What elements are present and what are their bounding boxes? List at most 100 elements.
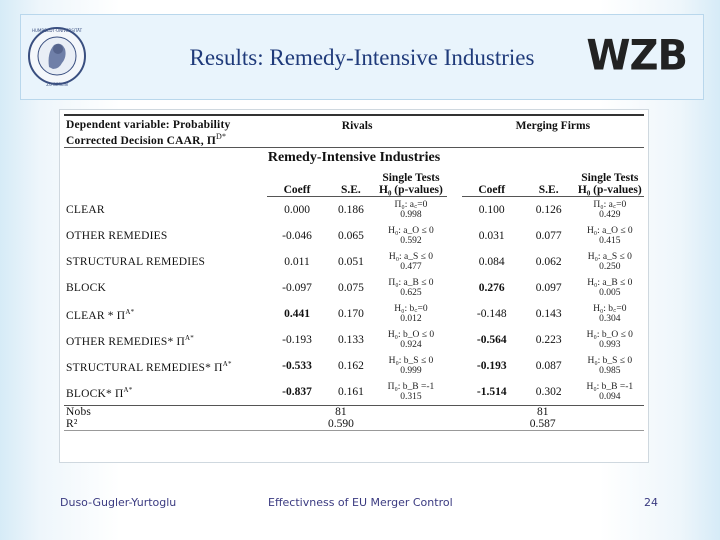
merging-test-hypothesis: H₀: a_O ≤ 0 [586, 225, 633, 236]
rivals-test-hypothesis: Π₀: a꜀=0 [394, 199, 428, 210]
row-label-text: BLOCK* Π [66, 387, 124, 400]
merging-test-pvalue: 0.985 [599, 365, 621, 376]
rivals-test: H₀: a_O ≤ 0 0.592 [375, 223, 448, 249]
table-header-row: Dependent variable: Probability Correcte… [64, 113, 644, 148]
rivals-test: Π₀: a_B ≤ 0 0.625 [375, 275, 448, 301]
rivals-test-pvalue: 0.924 [400, 339, 422, 350]
merging-test-hypothesis: H₀: a_S ≤ 0 [587, 251, 632, 262]
nobs-row: Nobs 81 81 [64, 405, 644, 418]
row-label: CLEAR [64, 196, 267, 223]
row-label-sup: A* [185, 333, 195, 342]
merging-se: 0.077 [535, 229, 562, 242]
rivals-test-hypothesis: H₀: a_O ≤ 0 [388, 225, 434, 236]
rivals-test-pvalue: 0.012 [400, 313, 422, 324]
merging-coeff-header: Coeff [461, 163, 522, 197]
merging-coeff: -0.193 [476, 359, 507, 372]
r2-row: R² 0.590 0.587 [64, 417, 644, 431]
row-label-text: CLEAR [66, 203, 105, 216]
table-row: STRUCTURAL REMEDIES 0.011 0.051 H₀: a_S ≤ 0… [64, 249, 644, 275]
rivals-se: 0.170 [337, 307, 364, 320]
rivals-test-hypothesis: H₀: b꜀=0 [394, 303, 428, 314]
row-label: BLOCK [64, 275, 267, 301]
merging-test-pvalue: 0.094 [599, 391, 621, 402]
merging-coeff: -1.514 [476, 385, 507, 398]
merging-test: H₀: b꜀=0 0.304 [576, 301, 644, 327]
row-label-sup: A* [123, 385, 133, 394]
rivals-test: H₀: b_O ≤ 0 0.924 [375, 327, 448, 353]
rivals-coeff: -0.533 [282, 359, 312, 372]
row-label: CLEAR * ΠA* [64, 301, 267, 327]
merging-coeff: 0.276 [478, 281, 505, 294]
row-label-sup: A* [125, 307, 135, 316]
slide-title: Results: Remedy-Intensive Industries [189, 45, 535, 70]
wzb-logo: WZB [586, 31, 688, 81]
depvar-sup: D* [215, 132, 227, 141]
merging-test: H₀: b_O ≤ 0 0.993 [576, 327, 644, 353]
page-number: 24 [644, 496, 658, 509]
rivals-coeff: -0.046 [282, 229, 312, 242]
merging-test-pvalue: 0.415 [599, 235, 621, 246]
merging-coeff: -0.148 [476, 307, 507, 320]
svg-text:ZU·BERLIN: ZU·BERLIN [46, 82, 67, 87]
depvar-line1: Dependent variable: Probability [66, 119, 231, 131]
rivals-test-hypothesis: H₀: b_S ≤ 0 [388, 355, 434, 366]
rivals-test-pvalue: 0.315 [400, 391, 422, 402]
results-table: Dependent variable: Probability Correcte… [64, 113, 644, 431]
row-label-text: CLEAR * Π [66, 309, 126, 322]
merging-test-pvalue: 0.005 [599, 287, 621, 298]
merging-coeff: 0.031 [478, 229, 505, 242]
rivals-coeff-header: Coeff [267, 163, 328, 197]
merging-se: 0.223 [535, 333, 562, 346]
merging-test-hypothesis: H₀: a_B ≤ 0 [587, 277, 633, 288]
row-label: BLOCK* ΠA* [64, 379, 267, 406]
university-seal-icon: HUMBOLDT·UNIVERSITÄT ZU·BERLIN [28, 27, 86, 87]
slide-header: HUMBOLDT·UNIVERSITÄT ZU·BERLIN Results: … [20, 14, 704, 100]
r2-label: R² [64, 417, 267, 431]
merging-se-header: S.E. [521, 163, 576, 197]
merging-test-pvalue: 0.429 [599, 209, 621, 220]
rivals-test-pvalue: 0.625 [400, 287, 422, 298]
row-label-text: OTHER REMEDIES* Π [66, 335, 186, 348]
merging-se: 0.062 [535, 255, 562, 268]
merging-coeff: -0.564 [476, 333, 507, 346]
row-label-sup: A* [222, 359, 232, 368]
rivals-nobs: 81 [335, 405, 347, 418]
rivals-se: 0.065 [337, 229, 364, 242]
rivals-test: H₀: b_S ≤ 0 0.999 [375, 353, 448, 379]
section-title-row: Remedy-Intensive Industries [64, 146, 644, 164]
merging-test: H₀: a_S ≤ 0 0.250 [576, 249, 644, 275]
rivals-coeff: -0.193 [282, 333, 312, 346]
rivals-coeff: 0.011 [284, 255, 310, 268]
merging-test-pvalue: 0.993 [599, 339, 621, 350]
rivals-tests-header: Single Tests H₀ (p-values) [374, 163, 448, 197]
table-row: BLOCK -0.097 0.075 Π₀: a_B ≤ 0 0.625 0.276 0.0… [64, 275, 644, 301]
rivals-se: 0.161 [337, 385, 364, 398]
merging-r2: 0.587 [515, 417, 570, 431]
rivals-test-hypothesis: Π₀: b_B =-1 [387, 381, 435, 392]
row-label-text: BLOCK [66, 281, 106, 294]
table-row: STRUCTURAL REMEDIES* ΠA* -0.533 0.162 H₀: b… [64, 353, 644, 379]
row-label-text: STRUCTURAL REMEDIES* Π [66, 361, 223, 374]
rivals-test: H₀: b꜀=0 0.012 [375, 301, 448, 327]
table-row: OTHER REMEDIES* ΠA* -0.193 0.133 H₀: b_O ≤ … [64, 327, 644, 353]
table-row: OTHER REMEDIES -0.046 0.065 H₀: a_O ≤ 0 0.59… [64, 223, 644, 249]
depvar-line2: Corrected Decision CAAR, Π [66, 134, 216, 147]
group-merging: Merging Firms [461, 113, 644, 148]
merging-test: H₀: b_B =-1 0.094 [576, 379, 644, 406]
rivals-coeff: -0.837 [282, 385, 312, 398]
merging-se: 0.302 [535, 385, 562, 398]
merging-coeff: 0.084 [478, 255, 505, 268]
rivals-test-pvalue: 0.999 [400, 365, 422, 376]
rivals-se: 0.133 [337, 333, 364, 346]
column-header-row: Coeff S.E. Single Tests H₀ (p-values) Co… [64, 163, 644, 197]
merging-se: 0.097 [535, 281, 562, 294]
merging-se: 0.143 [535, 307, 562, 320]
rivals-test-pvalue: 0.477 [400, 261, 422, 272]
rivals-test-pvalue: 0.592 [400, 235, 422, 246]
merging-test-hypothesis: H₀: b_O ≤ 0 [586, 329, 633, 340]
row-label: OTHER REMEDIES [64, 223, 267, 249]
merging-test: H₀: a_B ≤ 0 0.005 [576, 275, 644, 301]
rivals-se: 0.075 [337, 281, 364, 294]
rivals-se: 0.051 [337, 255, 364, 268]
merging-test-hypothesis: Π₀: a꜀=0 [593, 199, 627, 210]
